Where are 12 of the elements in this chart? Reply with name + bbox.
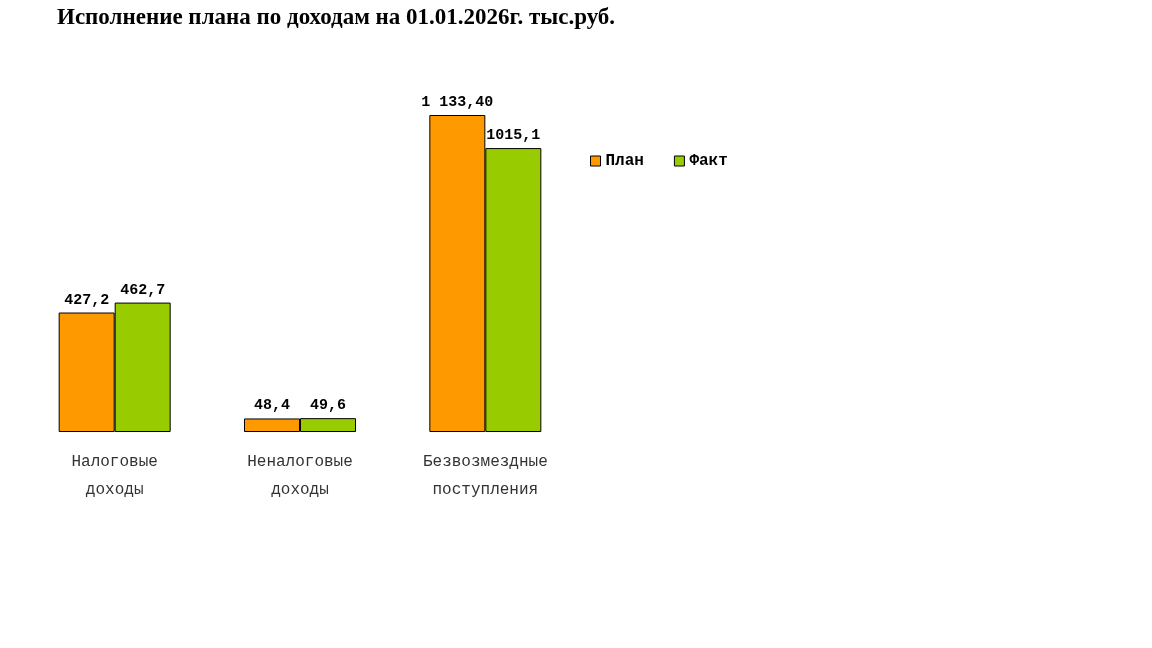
chart-title: Исполнение плана по доходам на 01.01.2026г. тыс.руб. (57, 4, 616, 29)
legend-label: Факт (689, 152, 728, 170)
data-label: 49,6 (309, 397, 347, 415)
data-label: 1 133,40 (421, 94, 494, 111)
x-tick-label: Неналоговые доходы (247, 453, 353, 499)
data-label: 48,4 (253, 397, 291, 415)
data-label: 1015,1 (486, 127, 541, 145)
x-tick-label: Налоговые доходы (71, 453, 158, 499)
legend-label: План (605, 152, 644, 170)
x-tick-label: Безвозмездные поступления (422, 453, 548, 499)
data-label: 427,2 (64, 291, 110, 309)
data-label: 462,7 (120, 281, 166, 299)
